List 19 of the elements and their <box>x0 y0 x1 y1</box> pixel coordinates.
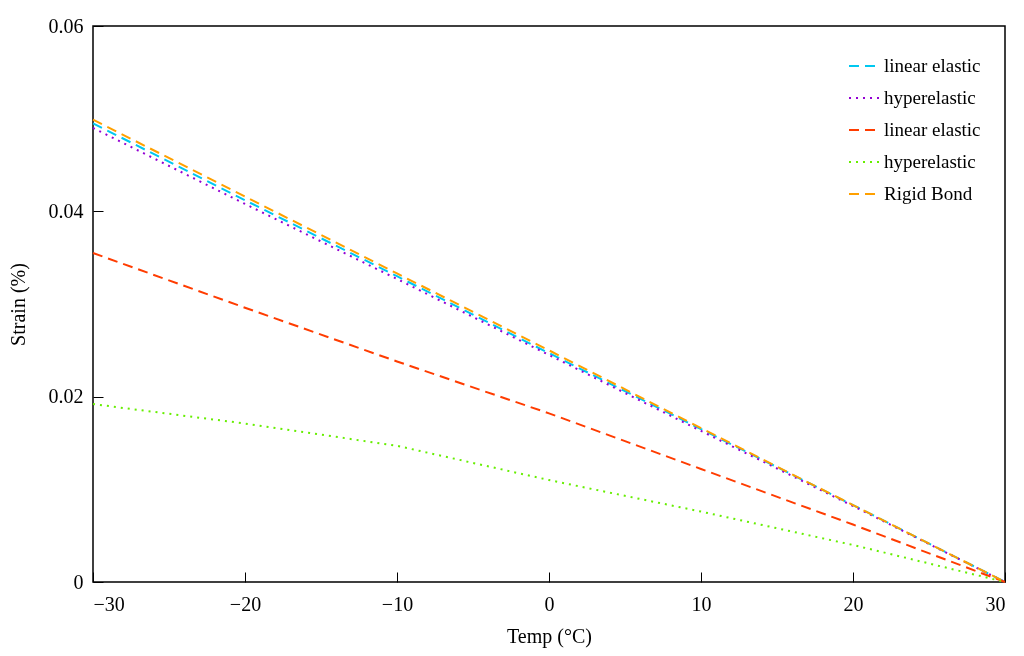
y-axis-title: Strain (%) <box>6 263 30 346</box>
y-tick-label: 0.02 <box>48 385 84 408</box>
x-tick-label: −10 <box>381 592 414 615</box>
x-axis-title: Temp (°C) <box>507 624 592 648</box>
x-tick-label: −30 <box>93 592 125 615</box>
x-tick-label: 30 <box>985 592 1006 615</box>
x-tick-label: 20 <box>843 592 864 615</box>
legend-label: hyperelastic <box>884 87 976 108</box>
legend-label: linear elastic <box>884 119 981 140</box>
legend-label: Rigid Bond <box>884 183 973 204</box>
y-tick-label: 0.04 <box>48 199 84 222</box>
legend-label: hyperelastic <box>884 151 976 172</box>
legend-label: linear elastic <box>884 55 981 76</box>
x-tick-label: 0 <box>544 592 555 615</box>
line-series <box>92 252 1006 583</box>
x-tick-label: −20 <box>229 592 262 615</box>
x-tick-label: 10 <box>691 592 712 615</box>
y-tick-label: 0.06 <box>48 14 84 37</box>
y-tick-label: 0 <box>73 570 84 593</box>
